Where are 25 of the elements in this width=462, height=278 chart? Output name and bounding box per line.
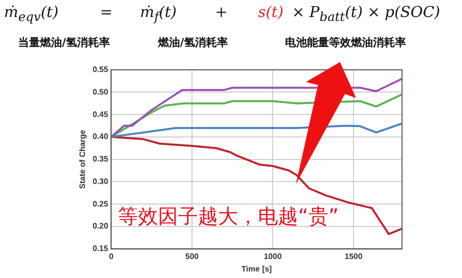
text: s(t) <box>258 3 284 21</box>
y-tick-label: 0.55 <box>92 65 109 74</box>
annotation: 等效因子越大，电越“贵” <box>118 204 339 228</box>
y-tick-label: 0.15 <box>92 244 109 254</box>
x-tick-label: 1500 <box>344 252 363 261</box>
text: + <box>215 3 228 21</box>
y-tick-label: 0.45 <box>92 110 109 119</box>
x-tick-label: 500 <box>185 252 200 261</box>
y-tick-label: 0.30 <box>92 176 109 186</box>
y-tick-label: 0.20 <box>92 222 109 231</box>
x-tick-label: 0 <box>108 252 114 261</box>
y-axis-title: State of Charge <box>78 129 88 189</box>
text: 当量燃油/氢消耗率 <box>18 36 110 50</box>
x-tick-label: 1000 <box>264 252 282 261</box>
text: × P$_{batt}$(t) × p(SOC) <box>292 3 440 24</box>
y-tick-label: 0.50 <box>92 87 109 96</box>
x-axis-title: Time [s] <box>241 264 272 274</box>
text: = <box>100 3 113 21</box>
text: 电池能量等效燃油消耗率 <box>285 36 406 50</box>
y-tick-label: 0.40 <box>92 132 109 142</box>
text: ṁ$_{eqv}$(t) <box>4 3 58 24</box>
text: 燃油/氢消耗率 <box>158 36 228 50</box>
y-tick-label: 0.35 <box>92 154 109 164</box>
y-tick-label: 0.25 <box>92 199 109 208</box>
text: ṁ$_{f}$(t) <box>140 3 177 24</box>
